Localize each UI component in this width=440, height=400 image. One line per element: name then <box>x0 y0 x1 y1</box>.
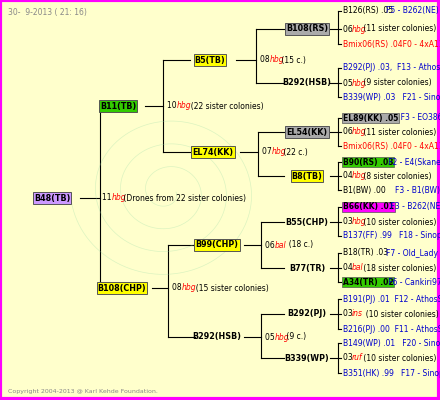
Text: 11: 11 <box>102 194 114 202</box>
Text: B292(HSB): B292(HSB) <box>282 78 331 88</box>
Text: (15 c.): (15 c.) <box>279 56 305 64</box>
Text: hbg: hbg <box>271 148 286 156</box>
Text: B191(PJ) .01  F12 - AthosSt80R: B191(PJ) .01 F12 - AthosSt80R <box>343 294 440 304</box>
Text: hbg: hbg <box>352 172 367 180</box>
Text: EL54(KK): EL54(KK) <box>286 128 327 136</box>
Text: B11(TB): B11(TB) <box>100 102 136 110</box>
Text: B1(BW) .00: B1(BW) .00 <box>343 186 402 194</box>
Text: (Drones from 22 sister colonies): (Drones from 22 sister colonies) <box>121 194 246 202</box>
Text: F2 - E4(Skane-B): F2 - E4(Skane-B) <box>381 158 440 166</box>
Text: Copyright 2004-2013 @ Karl Kehde Foundation.: Copyright 2004-2013 @ Karl Kehde Foundat… <box>8 389 158 394</box>
Text: 05: 05 <box>265 332 277 342</box>
Text: B292(PJ) .03,  F13 - AthosSt80R: B292(PJ) .03, F13 - AthosSt80R <box>343 64 440 72</box>
Text: (10 sister colonies): (10 sister colonies) <box>361 310 439 318</box>
Text: B66(KK) .01: B66(KK) .01 <box>343 202 394 212</box>
Text: B339(WP): B339(WP) <box>285 354 330 362</box>
Text: B55(CHP): B55(CHP) <box>286 218 329 226</box>
Text: B292(PJ): B292(PJ) <box>287 310 326 318</box>
Text: B18(TR) .03: B18(TR) .03 <box>343 248 395 258</box>
Text: hbg: hbg <box>352 218 367 226</box>
Text: B108(RS): B108(RS) <box>286 24 328 34</box>
Text: F7 - Old_Lady: F7 - Old_Lady <box>386 248 438 258</box>
Text: B99(CHP): B99(CHP) <box>195 240 238 250</box>
Text: hbg: hbg <box>352 128 367 136</box>
Text: hbg: hbg <box>352 24 367 34</box>
Text: ruf: ruf <box>352 354 363 362</box>
Text: 04: 04 <box>343 172 355 180</box>
Text: (9 sister colonies): (9 sister colonies) <box>361 78 432 88</box>
Text: bal: bal <box>274 240 286 250</box>
Text: F3 - B262(NE): F3 - B262(NE) <box>381 202 440 212</box>
Text: 07: 07 <box>262 148 274 156</box>
Text: B216(PJ) .00  F11 - AthosSt80R: B216(PJ) .00 F11 - AthosSt80R <box>343 324 440 334</box>
Text: Bmix06(RS) .04F0 - 4xA119(RS): Bmix06(RS) .04F0 - 4xA119(RS) <box>343 40 440 48</box>
Text: EL74(KK): EL74(KK) <box>192 148 234 156</box>
Text: 08: 08 <box>172 284 184 292</box>
Text: hbg: hbg <box>274 332 289 342</box>
Text: (22 sister colonies): (22 sister colonies) <box>186 102 263 110</box>
Text: hbg: hbg <box>352 78 367 88</box>
Text: 03: 03 <box>343 354 355 362</box>
Text: B137(FF) .99   F18 - Sinop62R: B137(FF) .99 F18 - Sinop62R <box>343 232 440 240</box>
Text: 05: 05 <box>343 78 355 88</box>
Text: hbg: hbg <box>269 56 284 64</box>
Text: (10 sister colonies): (10 sister colonies) <box>361 354 436 362</box>
Text: EL89(KK) .05: EL89(KK) .05 <box>343 114 398 122</box>
Text: B48(TB): B48(TB) <box>34 194 70 202</box>
Text: 10: 10 <box>167 102 179 110</box>
Text: (15 sister colonies): (15 sister colonies) <box>191 284 268 292</box>
Text: B292(HSB): B292(HSB) <box>193 332 242 342</box>
Text: (9 c.): (9 c.) <box>284 332 306 342</box>
Text: 03: 03 <box>343 218 355 226</box>
Text: F5 - B262(NE): F5 - B262(NE) <box>386 6 438 16</box>
Text: (11 sister colonies): (11 sister colonies) <box>361 128 436 136</box>
Text: ins: ins <box>352 310 363 318</box>
Text: B8(TB): B8(TB) <box>292 172 323 180</box>
Text: F3 - B1(BW): F3 - B1(BW) <box>395 186 440 194</box>
Text: (10 sister colonies): (10 sister colonies) <box>361 218 436 226</box>
Text: 06: 06 <box>265 240 277 250</box>
Text: 08: 08 <box>260 56 272 64</box>
Text: B339(WP) .03   F21 - Sinop62R: B339(WP) .03 F21 - Sinop62R <box>343 92 440 102</box>
Text: (18 c.): (18 c.) <box>284 240 313 250</box>
Text: 06: 06 <box>343 128 355 136</box>
Text: 04: 04 <box>343 264 355 272</box>
Text: (11 sister colonies): (11 sister colonies) <box>361 24 436 34</box>
Text: B108(CHP): B108(CHP) <box>98 284 147 292</box>
Text: B351(HK) .99   F17 - Sinop62R: B351(HK) .99 F17 - Sinop62R <box>343 368 440 378</box>
Text: A34(TR) .02: A34(TR) .02 <box>343 278 394 286</box>
Text: hbg: hbg <box>181 284 196 292</box>
Text: 03: 03 <box>343 310 355 318</box>
Text: Bmix06(RS) .04F0 - 4xA119(RS): Bmix06(RS) .04F0 - 4xA119(RS) <box>343 142 440 150</box>
Text: F3 - EO386: F3 - EO386 <box>384 114 440 122</box>
Text: F6 - Cankiri97Q: F6 - Cankiri97Q <box>381 278 440 286</box>
Text: 06: 06 <box>343 24 355 34</box>
Text: B5(TB): B5(TB) <box>194 56 225 64</box>
Text: B90(RS) .03: B90(RS) .03 <box>343 158 393 166</box>
Text: (8 sister colonies): (8 sister colonies) <box>361 172 432 180</box>
Text: (22 c.): (22 c.) <box>281 148 308 156</box>
Text: B149(WP) .01   F20 - Sinop62R: B149(WP) .01 F20 - Sinop62R <box>343 338 440 348</box>
Text: hbg: hbg <box>176 102 191 110</box>
Text: bal: bal <box>352 264 364 272</box>
Text: B126(RS) .05: B126(RS) .05 <box>343 6 398 16</box>
Text: 30-  9-2013 ( 21: 16): 30- 9-2013 ( 21: 16) <box>8 8 87 17</box>
Text: B77(TR): B77(TR) <box>289 264 325 272</box>
Text: (18 sister colonies): (18 sister colonies) <box>361 264 436 272</box>
Text: hbg: hbg <box>111 194 126 202</box>
